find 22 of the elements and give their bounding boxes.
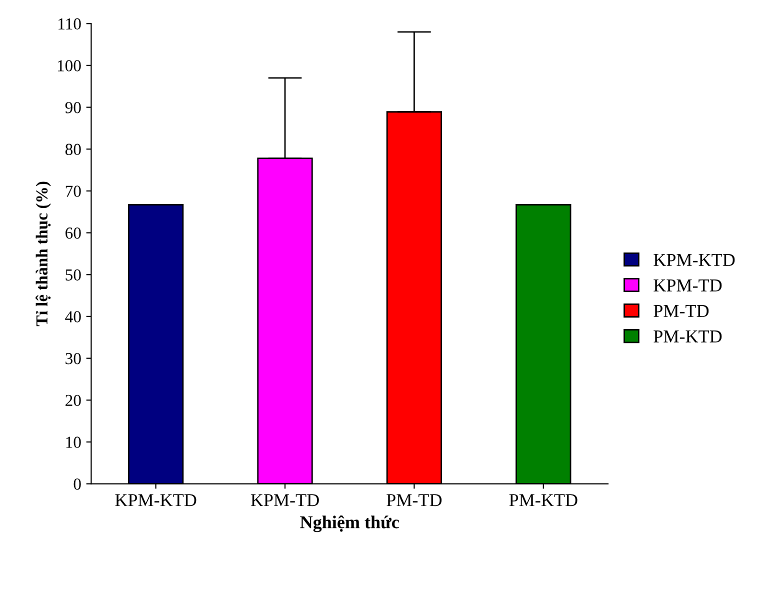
y-tick-label: 80	[65, 144, 81, 156]
legend-label: PM-TD	[654, 305, 709, 317]
y-tick-label: 40	[65, 311, 81, 322]
y-tick-label: 70	[66, 186, 81, 197]
legend-label: KPM-KTD	[654, 254, 735, 266]
y-tick-label: 10	[66, 436, 81, 448]
x-tick-label: KPM-TD	[250, 494, 319, 506]
y-axis-title: Tỉ lệ thành thục (%)	[36, 182, 51, 326]
legend-label: KPM-TD	[654, 280, 722, 292]
x-tick-label: KPM-KTD	[115, 494, 196, 506]
y-tick-label: 0	[74, 478, 81, 490]
y-tick-label: 20	[66, 394, 81, 406]
y-tick-label: 30	[66, 352, 81, 364]
legend-label: PM-KTD	[654, 330, 722, 342]
y-tick-label: 100	[58, 60, 81, 72]
x-tick-label: PM-TD	[386, 494, 442, 506]
x-axis-title: Nghiệm thức	[300, 515, 399, 532]
y-tick-label: 60	[66, 227, 81, 239]
y-tick-label: 90	[65, 102, 81, 114]
y-tick-label: 110	[58, 18, 81, 30]
y-tick-label: 50	[66, 269, 81, 281]
x-tick-label: PM-KTD	[509, 494, 578, 506]
